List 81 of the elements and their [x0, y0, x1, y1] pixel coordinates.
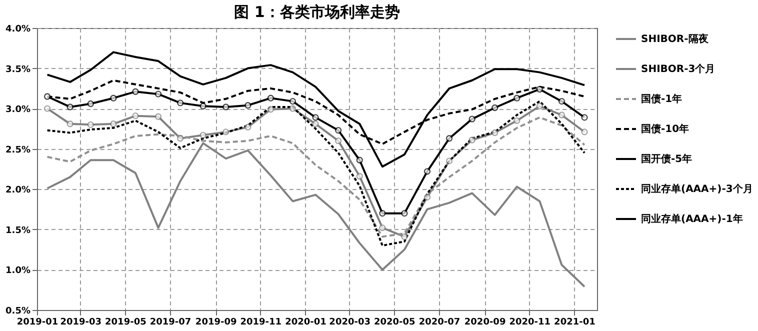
point — [244, 124, 252, 130]
point — [334, 126, 342, 134]
point — [334, 137, 342, 144]
legend-label: 国债-1年 — [641, 93, 682, 105]
point — [87, 100, 94, 108]
point — [110, 120, 117, 128]
line-series — [46, 51, 586, 168]
x-tick-label: 2019-03 — [60, 318, 102, 328]
point — [44, 105, 51, 112]
y-tick-label: 2.0% — [6, 186, 30, 196]
point — [446, 135, 453, 142]
y-tick-label: 3.5% — [6, 64, 30, 75]
point — [379, 210, 386, 217]
point — [536, 102, 544, 110]
point — [267, 106, 274, 113]
point — [492, 129, 498, 136]
point — [87, 121, 94, 128]
point — [176, 135, 184, 142]
y-tick-label: 2.5% — [6, 145, 30, 156]
legend-label: SHIBOR-3个月 — [641, 63, 716, 75]
point — [222, 128, 230, 136]
point — [536, 86, 544, 93]
point — [356, 172, 363, 180]
x-tick-label: 2020-09 — [464, 318, 506, 328]
x-tick-label: 2020-07 — [418, 318, 460, 328]
point — [514, 94, 520, 102]
point — [312, 114, 319, 121]
x-tick-label: 2020-05 — [374, 318, 416, 328]
point — [200, 132, 206, 138]
y-tick-label: 1.5% — [6, 226, 30, 236]
point — [424, 194, 431, 201]
x-tick-label: 2019-07 — [150, 318, 192, 328]
chart-title: 图 1：各类市场利率走势 — [234, 3, 400, 21]
point — [468, 136, 476, 144]
point — [446, 158, 453, 164]
point — [558, 98, 566, 105]
point — [468, 116, 476, 122]
point — [558, 112, 566, 118]
point — [44, 93, 51, 100]
point — [401, 210, 408, 217]
legend-label: 国债-10年 — [641, 123, 690, 135]
point — [176, 100, 184, 106]
point — [154, 90, 162, 98]
x-tick-label: 2019-05 — [105, 318, 146, 328]
point — [244, 102, 252, 109]
point — [312, 120, 319, 128]
point — [581, 114, 588, 121]
line-series — [46, 142, 586, 288]
point — [514, 117, 520, 124]
point — [154, 113, 162, 120]
point — [132, 112, 139, 120]
x-tick-label: 2020-03 — [329, 318, 370, 328]
point — [200, 102, 206, 110]
point — [66, 104, 74, 110]
point — [110, 94, 117, 102]
point — [267, 94, 274, 102]
point — [289, 105, 296, 112]
y-tick-label: 1.0% — [6, 266, 30, 276]
y-tick-label: 0.5% — [6, 306, 30, 316]
y-tick-label: 3.0% — [6, 105, 30, 116]
legend-label: 同业存单(AAA+)-1年 — [641, 213, 743, 225]
point — [401, 233, 408, 240]
x-tick-label: 2019-11 — [240, 318, 282, 328]
point — [289, 98, 296, 105]
point — [379, 224, 386, 232]
legend-label: 国开债-5年 — [641, 153, 692, 165]
x-tick-label: 2019-09 — [195, 318, 237, 328]
x-tick-label: 2020-01 — [285, 318, 326, 328]
point — [222, 104, 230, 110]
x-tick-label: 2021-01 — [554, 318, 596, 328]
point — [424, 168, 431, 175]
x-tick-label: 2020-11 — [509, 318, 551, 328]
point — [581, 128, 588, 136]
point — [356, 156, 363, 164]
legend-label: SHIBOR-隔夜 — [641, 33, 710, 45]
point — [132, 88, 139, 95]
point — [66, 120, 74, 128]
legend-label: 同业存单(AAA+)-3个月 — [641, 183, 753, 195]
point — [492, 104, 498, 112]
x-tick-label: 2019-01 — [16, 318, 58, 328]
y-tick-label: 4.0% — [6, 24, 30, 34]
